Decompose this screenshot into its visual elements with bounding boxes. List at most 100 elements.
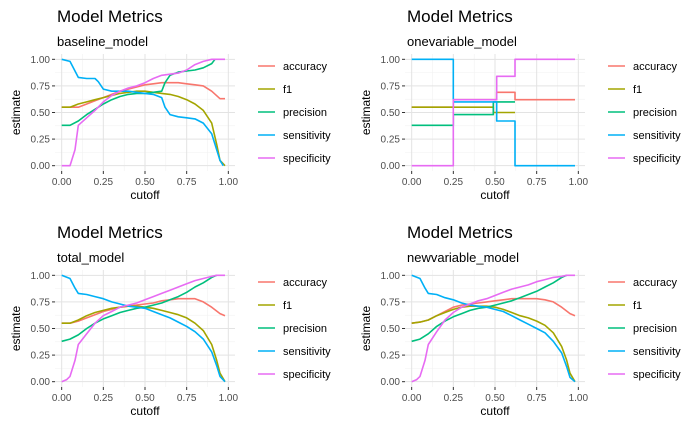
series-line-f1	[411, 106, 515, 114]
legend-label: accuracy	[633, 277, 678, 289]
legend-label: f1	[633, 84, 642, 96]
series-lines	[411, 58, 575, 167]
x-tick-label: 0.25	[94, 177, 114, 188]
series-line-accuracy	[61, 297, 226, 325]
y-tick-label: 0.50	[31, 108, 51, 119]
y-tick-label: 0.50	[381, 324, 401, 335]
chart-title: Model Metrics	[57, 223, 163, 242]
x-tick-label: 0.50	[485, 177, 505, 188]
x-tick-label: 0.00	[52, 393, 72, 404]
y-tick-label: 0.25	[381, 351, 401, 362]
y-axis-label: estimate	[359, 90, 373, 136]
chart-subtitle: onevariable_model	[407, 34, 517, 49]
chart-title: Model Metrics	[57, 7, 163, 26]
legend-label: accuracy	[633, 61, 678, 73]
y-tick-label: 1.00	[31, 55, 51, 66]
y-axis-label: estimate	[9, 90, 23, 136]
x-tick-label: 0.75	[527, 393, 547, 404]
x-tick-label: 1.00	[219, 177, 239, 188]
y-tick-label: 0.75	[381, 81, 401, 92]
legend-label: specificity	[283, 153, 331, 165]
legend-label: precision	[283, 323, 327, 335]
y-tick-label: 0.00	[381, 377, 401, 388]
x-tick-label: 0.50	[135, 393, 155, 404]
series-line-specificity	[411, 58, 575, 167]
series-line-specificity	[61, 58, 225, 167]
legend-label: precision	[283, 107, 327, 119]
chart-subtitle: baseline_model	[57, 34, 148, 49]
legend-label: specificity	[283, 369, 331, 381]
x-tick-label: 0.75	[177, 393, 197, 404]
y-tick-label: 0.75	[31, 297, 51, 308]
legend-label: sensitivity	[633, 130, 681, 142]
x-tick-label: 0.75	[527, 177, 547, 188]
series-lines	[411, 274, 576, 383]
x-axis-label: cutoff	[130, 188, 160, 202]
x-tick-label: 0.00	[52, 177, 72, 188]
x-tick-label: 0.25	[444, 177, 464, 188]
legend-label: precision	[633, 107, 677, 119]
gridlines	[55, 54, 235, 171]
y-tick-label: 0.25	[381, 135, 401, 146]
series-line-specificity	[411, 274, 575, 383]
x-tick-label: 0.75	[177, 177, 197, 188]
legend-label: specificity	[633, 369, 681, 381]
legend-label: sensitivity	[283, 130, 331, 142]
y-tick-label: 1.00	[31, 271, 51, 282]
gridlines	[55, 270, 235, 387]
y-tick-label: 0.75	[381, 297, 401, 308]
y-tick-label: 1.00	[381, 55, 401, 66]
series-line-f1	[61, 305, 226, 383]
x-tick-label: 1.00	[569, 393, 589, 404]
y-tick-label: 0.75	[31, 81, 51, 92]
gridlines	[405, 270, 585, 387]
legend-label: accuracy	[283, 277, 328, 289]
legend-label: f1	[283, 84, 292, 96]
series-line-specificity	[61, 274, 225, 383]
x-tick-label: 0.00	[402, 393, 422, 404]
y-axis-label: estimate	[359, 306, 373, 352]
x-axis-label: cutoff	[130, 404, 160, 418]
legend-label: accuracy	[283, 61, 328, 73]
series-line-sensitivity	[411, 274, 576, 383]
chart-panel-2: Model Metrics total_model 0.00 0.25 0.50 0.75…	[9, 223, 331, 418]
x-tick-label: 0.00	[402, 177, 422, 188]
chart-title: Model Metrics	[407, 223, 513, 242]
x-axis-label: cutoff	[480, 188, 510, 202]
legend: accuracy f1 precision sensitivity specificit…	[258, 61, 331, 165]
legend: accuracy f1 precision sensitivity specificit…	[608, 61, 681, 165]
y-tick-label: 0.50	[381, 108, 401, 119]
x-tick-label: 0.50	[485, 393, 505, 404]
series-line-f1	[411, 305, 576, 383]
x-tick-label: 1.00	[569, 177, 589, 188]
legend-label: precision	[633, 323, 677, 335]
series-line-accuracy	[61, 81, 225, 108]
legend-label: sensitivity	[283, 346, 331, 358]
chart-subtitle: newvariable_model	[407, 250, 519, 265]
legend: accuracy f1 precision sensitivity specificit…	[608, 277, 681, 381]
chart-title: Model Metrics	[407, 7, 513, 26]
x-tick-label: 0.50	[135, 177, 155, 188]
legend: accuracy f1 precision sensitivity specificit…	[258, 277, 331, 381]
y-axis-label: estimate	[9, 306, 23, 352]
series-line-sensitivity	[61, 274, 226, 383]
x-tick-label: 0.25	[94, 393, 114, 404]
legend-label: sensitivity	[633, 346, 681, 358]
x-tick-label: 0.25	[444, 393, 464, 404]
y-tick-label: 0.25	[31, 351, 51, 362]
x-tick-label: 1.00	[219, 393, 239, 404]
y-tick-label: 0.00	[31, 161, 51, 172]
chart-subtitle: total_model	[57, 250, 124, 265]
x-axis-label: cutoff	[480, 404, 510, 418]
y-tick-label: 0.00	[31, 377, 51, 388]
series-line-precision	[411, 274, 568, 343]
series-line-sensitivity	[411, 58, 575, 167]
y-tick-label: 0.25	[31, 135, 51, 146]
chart-panel-1: Model Metrics onevariable_model 0.00 0.25 0.…	[359, 7, 681, 202]
legend-label: specificity	[633, 153, 681, 165]
chart-panel-0: Model Metrics baseline_model 0.00 0.25 0.50 0…	[9, 7, 331, 202]
series-line-f1	[61, 90, 226, 167]
series-line-sensitivity	[61, 58, 224, 167]
series-lines	[61, 58, 226, 167]
